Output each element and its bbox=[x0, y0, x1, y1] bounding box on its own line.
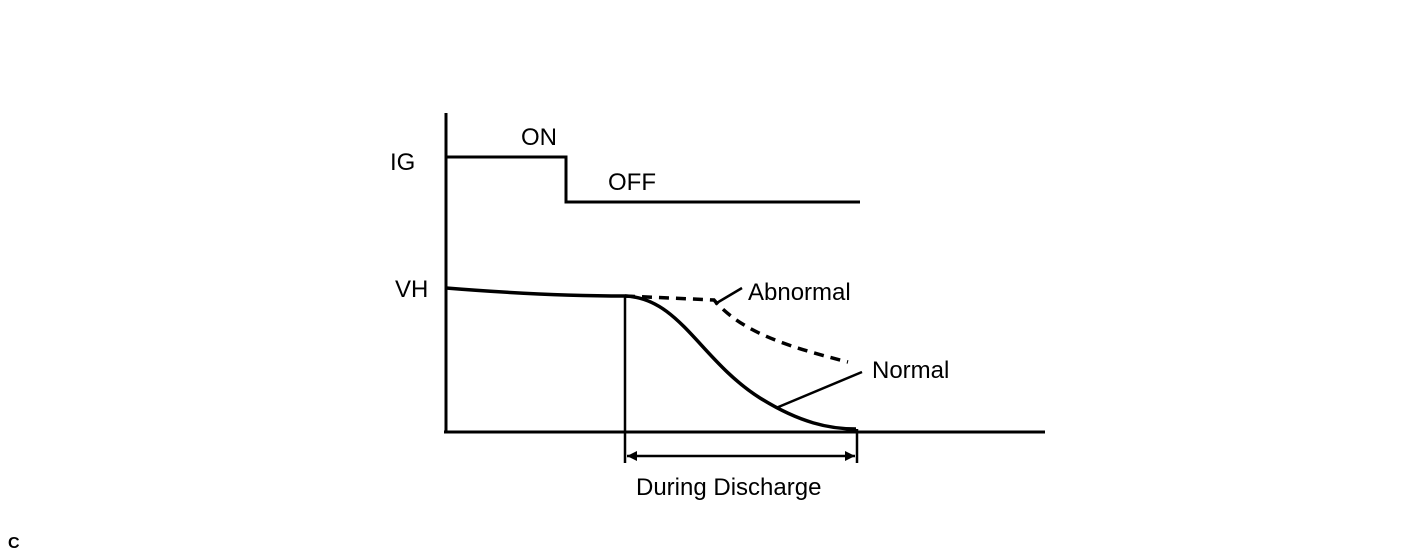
figure-code: C bbox=[8, 535, 20, 552]
normal-label: Normal bbox=[872, 357, 949, 384]
abnormal-curve bbox=[624, 294, 849, 364]
ig-label: IG bbox=[390, 149, 415, 176]
vh-label: VH bbox=[395, 276, 428, 303]
abnormal-leader bbox=[714, 286, 743, 306]
ig-signal bbox=[446, 155, 860, 204]
off-label: OFF bbox=[608, 169, 656, 196]
normal-curve bbox=[445, 286, 857, 431]
during-discharge-label: During Discharge bbox=[636, 474, 821, 501]
abnormal-label: Abnormal bbox=[748, 279, 851, 306]
on-label: ON bbox=[521, 124, 557, 151]
normal-leader bbox=[775, 370, 863, 410]
